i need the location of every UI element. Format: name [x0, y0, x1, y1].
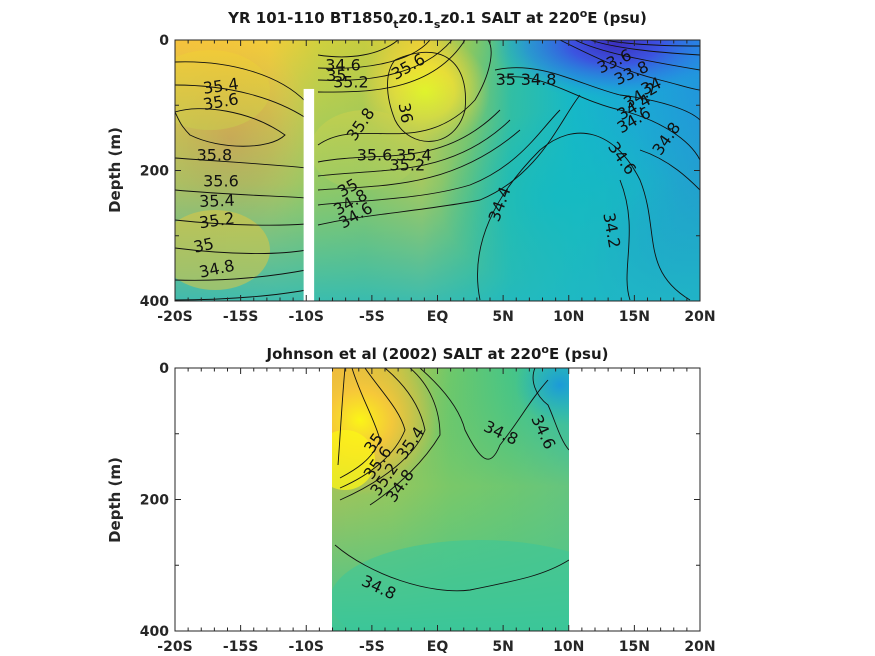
top-panel: YR 101-110 BT1850tz0.1sz0.1 SALT at 220o…	[106, 7, 716, 325]
x-tick-label: -15S	[223, 639, 258, 655]
title-text-tail: E (psu)	[549, 345, 609, 363]
contour-label: 34.6	[325, 56, 361, 75]
bottom-panel-title: Johnson et al (2002) SALT at 220oE (psu)	[266, 343, 609, 363]
contour-label: 35	[496, 70, 516, 89]
y-tick-label: 400	[140, 624, 169, 640]
top-axis-ticks	[174, 39, 701, 302]
top-x-tick-labels: -20S -15S -10S -5S EQ 5N 10N 15N 20N	[157, 309, 715, 325]
bottom-y-axis-label: Depth (m)	[106, 457, 124, 543]
title-text-main: Johnson et al (2002) SALT at 220	[266, 345, 542, 363]
x-tick-label: 5N	[492, 309, 513, 325]
contour-label: 35.4	[396, 146, 432, 165]
bottom-axis-ticks	[174, 367, 701, 632]
x-tick-label: 20N	[684, 309, 715, 325]
x-tick-label: -20S	[157, 639, 192, 655]
contour-label: 35.2	[333, 73, 369, 92]
y-tick-label: 400	[140, 294, 169, 310]
contour-label: 34.8	[521, 70, 557, 89]
contour-label: 35.4	[202, 74, 240, 98]
bottom-contour-lines	[334, 368, 569, 592]
contour-label: 35.4	[199, 191, 235, 211]
x-tick-label: 15N	[619, 639, 650, 655]
bottom-panel: Johnson et al (2002) SALT at 220oE (psu)…	[106, 343, 716, 655]
contour-label: 35.2	[390, 155, 426, 174]
contour-label: 36	[395, 101, 417, 124]
title-superscript: o	[541, 343, 549, 356]
title-subscript: s	[434, 18, 441, 31]
top-panel-title: YR 101-110 BT1850tz0.1sz0.1 SALT at 220o…	[227, 7, 647, 31]
title-text-end: z0.1 SALT at 220	[440, 9, 579, 27]
y-tick-label: 0	[159, 33, 169, 49]
top-y-tick-labels: 0 200 400	[140, 33, 169, 310]
x-tick-label: EQ	[427, 309, 449, 325]
contour-label: 35.8	[197, 146, 233, 165]
title-subscript: t	[393, 18, 398, 31]
x-tick-label: -5S	[359, 639, 385, 655]
x-tick-label: 5N	[492, 639, 513, 655]
contour-label: 35.6	[203, 172, 239, 191]
contour-label: 35.2	[198, 209, 236, 233]
x-tick-label: -15S	[223, 309, 258, 325]
x-tick-label: 10N	[553, 309, 584, 325]
y-tick-label: 200	[140, 164, 169, 180]
top-salinity-field: 35.435.635.835.635.435.23534.834.63535.2…	[175, 40, 700, 301]
y-tick-label: 200	[140, 493, 169, 509]
x-tick-label: -20S	[157, 309, 192, 325]
bottom-y-tick-labels: 0 200 400	[140, 361, 169, 640]
title-text-mid: z0.1	[399, 9, 434, 27]
x-tick-label: -5S	[359, 309, 385, 325]
x-tick-label: EQ	[427, 639, 449, 655]
title-superscript: o	[580, 7, 588, 20]
top-contour-lines	[175, 40, 700, 301]
contour-label: 35	[326, 66, 346, 85]
x-tick-label: 10N	[553, 639, 584, 655]
bottom-x-tick-labels: -20S -15S -10S -5S EQ 5N 10N 15N 20N	[157, 639, 715, 655]
x-tick-label: 20N	[684, 639, 715, 655]
missing-data-band	[303, 88, 315, 301]
title-text-main: YR 101-110 BT1850	[227, 9, 393, 27]
contour-label: 35	[192, 234, 216, 257]
contour-label: 35.6	[357, 146, 393, 165]
title-text-tail: E (psu)	[587, 9, 647, 27]
x-tick-label: 15N	[619, 309, 650, 325]
x-tick-label: -10S	[289, 309, 324, 325]
top-y-axis-label: Depth (m)	[106, 127, 124, 213]
x-tick-label: -10S	[289, 639, 324, 655]
y-tick-label: 0	[159, 361, 169, 377]
